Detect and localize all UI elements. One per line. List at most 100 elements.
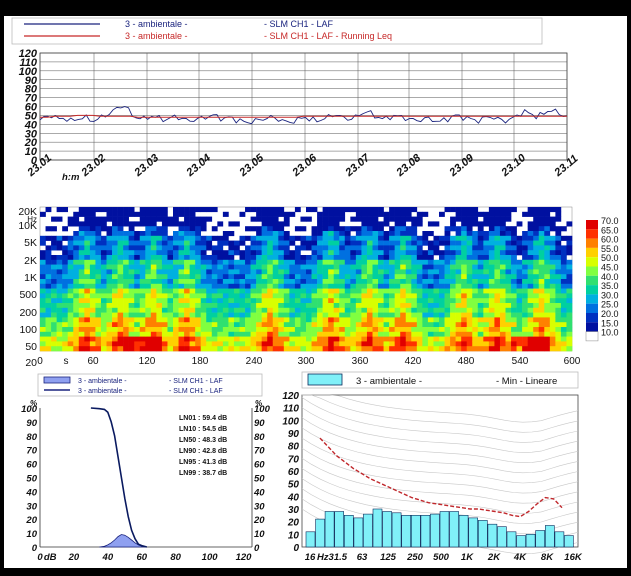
spectrogram-cell — [427, 240, 434, 246]
spectrogram-cell — [378, 255, 384, 261]
spectrogram-cell — [333, 322, 340, 328]
spectrogram-cell — [311, 235, 318, 241]
spectrogram-cell — [455, 274, 462, 280]
spectrogram-cell — [560, 259, 567, 265]
spectrogram-cell — [161, 293, 168, 299]
spectrogram-cell — [278, 283, 285, 289]
spectrogram-cell — [494, 346, 501, 352]
spectrogram-cell — [184, 226, 190, 232]
spectrogram-cell — [261, 336, 268, 342]
spectrogram-cell — [549, 269, 556, 275]
spectrogram-cell — [350, 264, 357, 270]
spectrogram-cell — [283, 255, 290, 261]
spectrogram-cell — [289, 235, 296, 241]
spectrogram-cell — [106, 269, 113, 275]
spectrogram-cell — [134, 322, 141, 328]
spectrogram-cell — [311, 298, 318, 304]
spectrogram-cell — [511, 283, 517, 289]
spectrogram-cell — [366, 322, 373, 328]
spectrogram-cell — [112, 288, 118, 294]
spectrogram-cell — [100, 221, 107, 227]
spectrogram-cell — [112, 303, 118, 309]
spectrogram-cell — [56, 240, 63, 246]
spectrogram-cell — [527, 269, 534, 275]
spectrogram-cell — [355, 250, 362, 256]
spectrogram-cell — [527, 231, 534, 237]
spectrogram-cell — [317, 317, 323, 323]
spectrogram-cell — [344, 231, 351, 237]
spectrogram-cell — [344, 327, 351, 333]
spectrogram-cell — [389, 274, 395, 280]
spectrogram-cell — [422, 235, 429, 241]
x-tick-label: 250 — [406, 552, 424, 563]
spectrogram-cell — [538, 250, 545, 256]
spectrogram-cell — [477, 245, 484, 251]
spectrogram-cell — [150, 317, 157, 323]
spectrogram-cell — [106, 255, 113, 261]
spectrogram-cell — [62, 327, 69, 333]
spectrogram-cell — [433, 283, 440, 289]
spectrogram-cell — [411, 269, 418, 275]
spectrogram-cell — [511, 341, 517, 347]
spectrogram-cell — [400, 317, 407, 323]
spectrogram-cell — [566, 307, 573, 313]
spectrogram-cell — [167, 245, 174, 251]
spectrogram-cell — [555, 288, 562, 294]
spectrogram-cell — [256, 240, 262, 246]
spectrogram-cell — [427, 283, 434, 289]
spectrogram-cell — [505, 288, 512, 294]
spectrogram-cell — [533, 274, 540, 280]
spectrogram-cell — [178, 221, 185, 227]
spectrogram-cell — [400, 255, 407, 261]
spectrogram-cell — [322, 298, 329, 304]
spectrogram-cell — [328, 245, 335, 251]
spectrogram-cell — [411, 221, 418, 227]
spectrogram-cell — [494, 259, 501, 265]
spectrogram-cell — [389, 235, 395, 241]
spectrogram-cell — [555, 303, 562, 309]
spectrogram-cell — [461, 274, 468, 280]
spectrogram-cell — [200, 341, 207, 347]
spectrogram-cell — [439, 307, 445, 313]
spectrogram-cell — [544, 288, 551, 294]
spectrogram-cell — [56, 327, 63, 333]
spectrogram-cell — [106, 307, 113, 313]
spectrogram-cell — [450, 303, 456, 309]
spectrogram-cell — [78, 245, 85, 251]
spectrogram-cell — [89, 283, 96, 289]
spectrogram-cell — [150, 226, 157, 232]
spectrogram-cell — [494, 221, 501, 227]
spectrogram-cell — [239, 255, 246, 261]
spectrogram-cell — [112, 283, 118, 289]
spectrum-bar — [430, 513, 440, 548]
spectrogram-cell — [256, 312, 262, 318]
spectrogram-cell — [483, 298, 490, 304]
spectrogram-cell — [289, 317, 296, 323]
spectrogram-cell — [505, 240, 512, 246]
y-unit-label-left: % — [30, 399, 37, 408]
spectrogram-cell — [233, 298, 240, 304]
spectrogram-cell — [78, 231, 85, 237]
spectrogram-cell — [450, 240, 456, 246]
spectrogram-cell — [173, 207, 179, 213]
spectrogram-cell — [211, 327, 218, 333]
spectrogram-cell — [439, 264, 445, 270]
spectrogram-cell — [267, 207, 274, 213]
spectrogram-cell — [294, 269, 301, 275]
spectrogram-cell — [73, 231, 80, 237]
spectrogram-cell — [361, 327, 368, 333]
spectrogram-cell — [483, 307, 490, 313]
spectrogram-cell — [45, 235, 52, 241]
spectrogram-cell — [239, 307, 246, 313]
spectrogram-cell — [45, 288, 52, 294]
spectrogram-cell — [84, 255, 91, 261]
spectrogram-cell — [355, 336, 362, 342]
spectrogram-cell — [311, 331, 318, 337]
spectrogram-cell — [355, 303, 362, 309]
spectrogram-cell — [372, 207, 379, 213]
spectrogram-cell — [150, 298, 157, 304]
spectrogram-cell — [100, 259, 107, 265]
spectrogram-cell — [344, 341, 351, 347]
spectrogram-cell — [256, 288, 262, 294]
spectrogram-cell — [73, 327, 80, 333]
